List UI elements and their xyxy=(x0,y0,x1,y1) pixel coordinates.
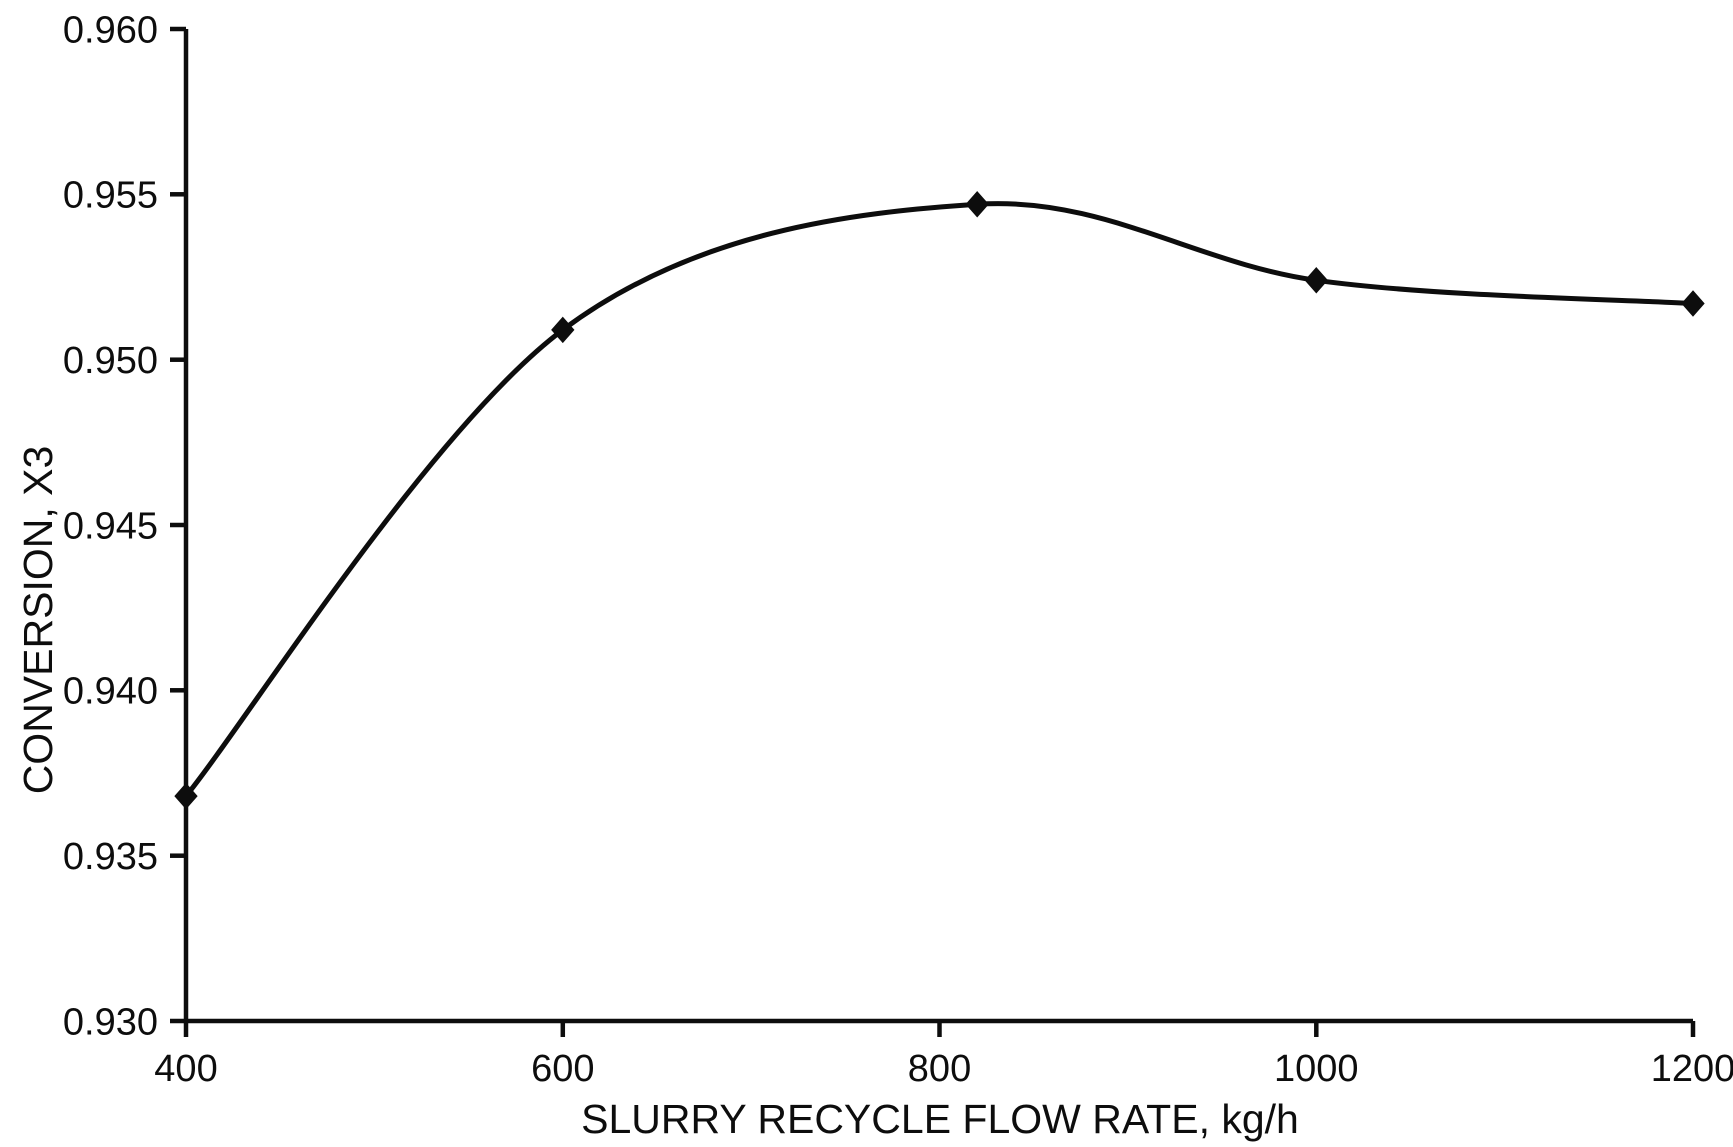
diamond-marker xyxy=(965,191,989,218)
y-tick-label: 0.935 xyxy=(63,836,158,878)
tick-labels: 0.930 0.935 0.940 0.945 0.950 0.955 0.960 400 60… xyxy=(63,9,1733,1090)
x-axis-title: SLURRY RECYCLE FLOW RATE, kg/h xyxy=(581,1096,1299,1142)
diamond-marker xyxy=(551,316,575,344)
axes xyxy=(183,29,1693,1024)
x-tick-label: 1200 xyxy=(1651,1048,1733,1090)
y-tick-label: 0.930 xyxy=(63,1001,158,1043)
x-tick-label: 400 xyxy=(154,1048,217,1090)
x-tick-label: 1000 xyxy=(1274,1048,1359,1090)
x-tick-label: 800 xyxy=(908,1048,971,1090)
y-tick-label: 0.945 xyxy=(63,505,158,547)
tick-marks xyxy=(170,26,1696,1037)
y-tick-label: 0.950 xyxy=(63,340,158,382)
y-tick-label: 0.960 xyxy=(63,9,158,51)
axis-lines xyxy=(183,29,1693,1024)
y-tick-label: 0.955 xyxy=(63,175,158,217)
x-tick-label: 600 xyxy=(531,1048,594,1090)
y-tick-label: 0.940 xyxy=(63,671,158,713)
diamond-marker xyxy=(1681,290,1705,317)
y-axis-title: CONVERSION, X3 xyxy=(15,446,61,795)
diamond-marker xyxy=(1304,267,1328,294)
data-series xyxy=(174,191,1705,810)
series-line xyxy=(183,201,1696,799)
diamond-marker xyxy=(174,782,198,810)
